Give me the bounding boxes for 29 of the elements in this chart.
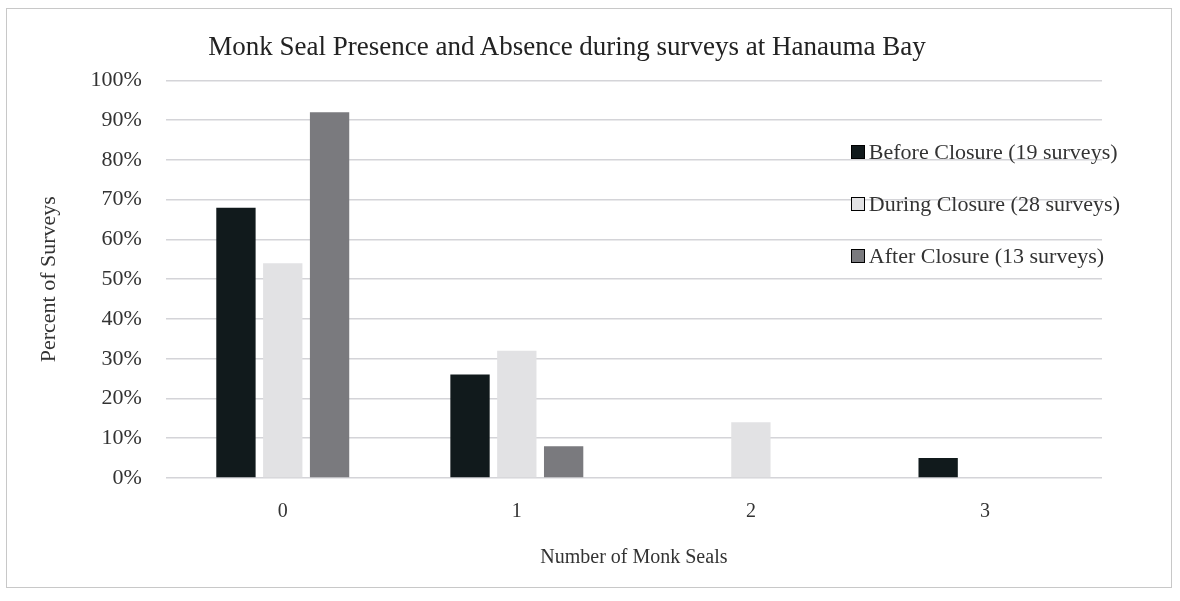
- y-tick-label: 60%: [101, 225, 142, 251]
- bar: [543, 446, 584, 478]
- bar: [497, 350, 537, 478]
- bar: [216, 207, 256, 478]
- x-tick-label: 0: [277, 499, 288, 522]
- bar: [263, 263, 303, 478]
- y-tick-label: 70%: [101, 185, 142, 211]
- chart-title: Monk Seal Presence and Absence during surveys at Hanauma Bay: [208, 31, 927, 62]
- x-tick-label: 3: [979, 499, 990, 522]
- x-axis-title: Number of Monk Seals: [540, 545, 728, 568]
- legend-label: Before Closure (19 surveys): [868, 139, 1118, 164]
- x-tick-label: 1: [511, 499, 522, 522]
- y-tick-label: 40%: [101, 304, 142, 330]
- y-tick-label: 90%: [101, 105, 142, 131]
- y-tick-label: 80%: [101, 145, 142, 171]
- y-tick-label: 20%: [101, 384, 142, 410]
- bar: [450, 374, 490, 478]
- bar: [309, 112, 350, 478]
- bar: [731, 422, 771, 478]
- legend-label: During Closure (28 surveys): [868, 191, 1120, 216]
- y-tick-label: 50%: [101, 264, 142, 290]
- y-axis-title: Percent of Surveys: [34, 196, 60, 363]
- y-tick-label: 100%: [90, 66, 142, 92]
- x-tick-label: 2: [745, 499, 756, 522]
- y-tick-label: 30%: [101, 344, 142, 370]
- y-tick-label: 10%: [101, 424, 142, 450]
- bar: [918, 458, 958, 478]
- y-tick-label: 0%: [112, 463, 142, 489]
- legend-label: After Closure (13 surveys): [868, 243, 1105, 268]
